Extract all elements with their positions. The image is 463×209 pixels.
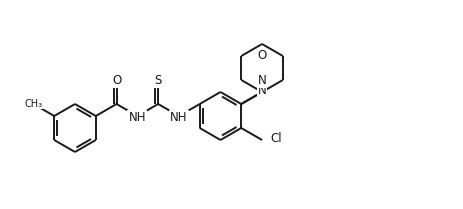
Text: NH: NH — [129, 111, 146, 124]
Text: N: N — [258, 74, 266, 87]
Text: CH₃: CH₃ — [25, 99, 43, 109]
Text: NH: NH — [170, 111, 188, 124]
Text: S: S — [155, 74, 162, 87]
Text: O: O — [112, 74, 121, 87]
Text: Cl: Cl — [270, 131, 282, 144]
Text: N: N — [258, 84, 266, 97]
Text: O: O — [257, 49, 267, 62]
